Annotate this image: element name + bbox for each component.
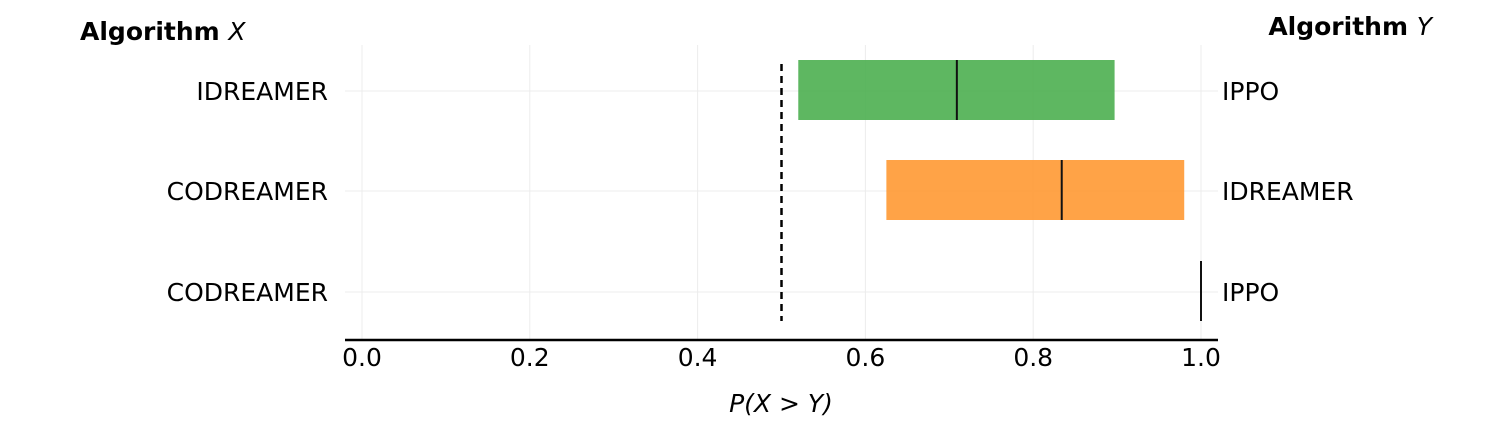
x-axis: 0.0 0.2 0.4 0.6 0.8 1.0	[342, 338, 1221, 372]
header-right-variable: Y	[1417, 12, 1434, 41]
header-right: Algorithm Y	[1268, 12, 1433, 41]
algorithm-y-label-0: IPPO	[1222, 77, 1279, 106]
header-left-text: Algorithm	[80, 17, 220, 46]
algorithm-x-label-1: CODREAMER	[167, 177, 328, 206]
algorithm-x-label-2: CODREAMER	[167, 278, 328, 307]
x-tick-label-5: 1.0	[1181, 343, 1221, 372]
header-left: Algorithm X	[80, 17, 246, 46]
algorithm-x-label-0: IDREAMER	[196, 77, 328, 106]
interval-bar-1	[886, 160, 1185, 220]
header-right-text: Algorithm	[1268, 12, 1408, 41]
x-tick-label-4: 0.8	[1013, 343, 1053, 372]
interval-bars	[780, 60, 1202, 321]
algorithm-y-label-2: IPPO	[1222, 278, 1279, 307]
x-tick-label-0: 0.0	[342, 343, 382, 372]
x-tick-label-2: 0.4	[678, 343, 718, 372]
algorithm-y-label-1: IDREAMER	[1222, 177, 1354, 206]
x-tick-label-3: 0.6	[846, 343, 886, 372]
header-left-variable: X	[226, 17, 246, 46]
row-labels: IDREAMER IPPO CODREAMER IDREAMER CODREAMER IP…	[167, 77, 1354, 307]
x-axis-title: P(X > Y)	[729, 389, 833, 418]
x-tick-label-1: 0.2	[510, 343, 550, 372]
